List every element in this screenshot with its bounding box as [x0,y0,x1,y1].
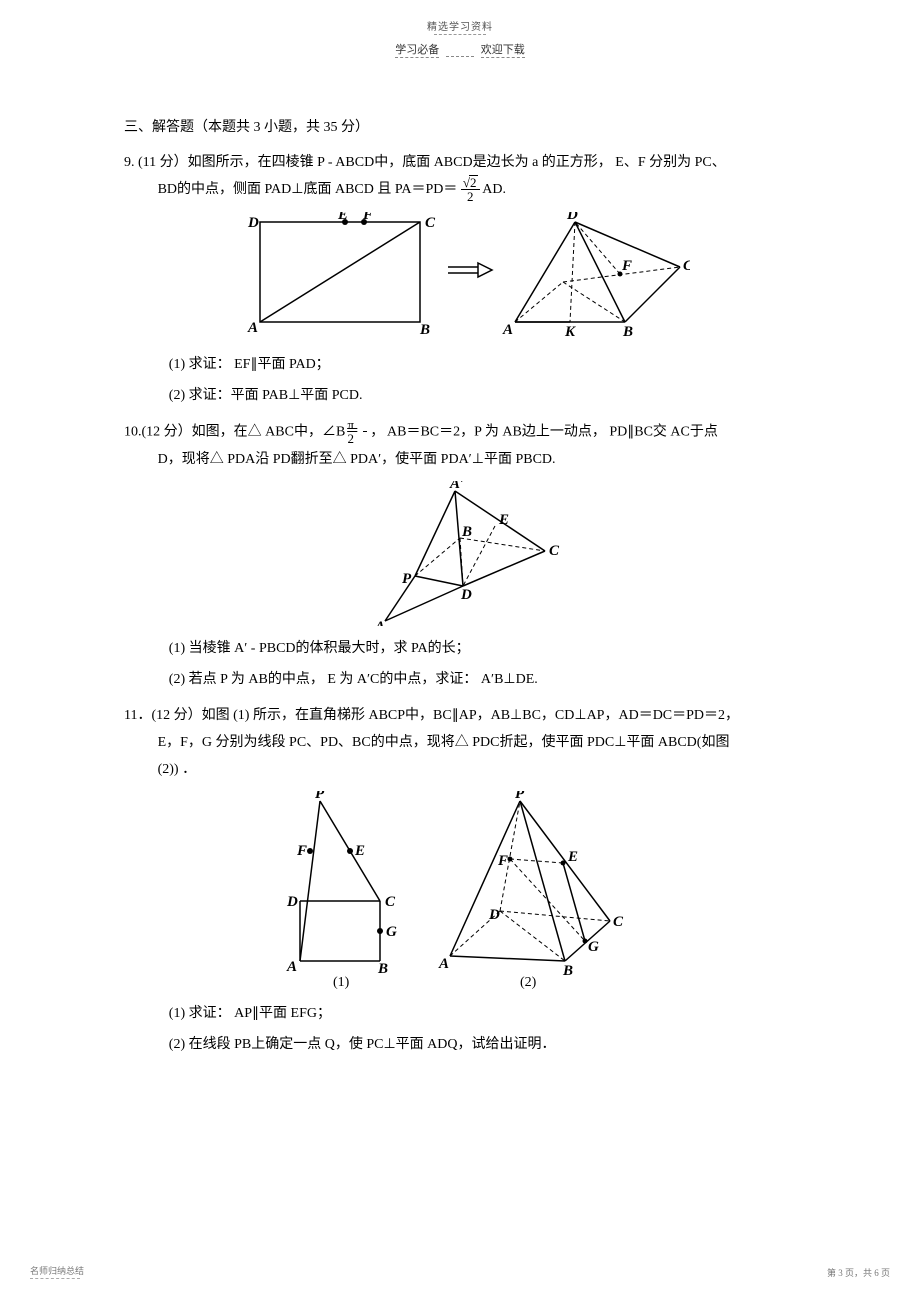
p10-num: π [363,418,367,432]
svg-text:F: F [296,843,307,859]
p11-svg: P F E D C G A B [270,791,650,991]
svg-text:D: D [286,894,298,910]
svg-text:B: B [622,324,633,340]
sub-header: 学习必备 欢迎下载 [0,41,920,57]
p10-figure: A′ E B C P D A [124,481,796,626]
p10-sub1: (1) 当棱锥 A′ - PBCD的体积最大时，求 PA的长； [169,636,796,663]
p9-subparts: (1) 求证： EF∥平面 PAD； (2) 求证：平面 PAB⊥平面 PCD. [124,352,796,409]
p11-cap2: (2) [520,975,537,990]
svg-text:A: A [374,619,385,626]
p10-den: 2 [363,432,367,445]
sub-gap [446,46,474,57]
svg-text:C: C [549,543,560,559]
svg-text:P: P [515,791,525,802]
svg-text:A: A [286,959,297,975]
p9-line1: 9. (11 分）如图所示，在四棱锥 P - ABCD中，底面 ABCD是边长为… [124,150,796,177]
p10-line1: 10.(12 分）如图，在△ ABC中，∠B＝ π 2 ， AB＝BC＝2，P … [124,419,796,446]
svg-text:A: A [247,320,258,336]
p9-fraction: 2 2 [461,175,480,203]
svg-text:D: D [566,212,578,223]
page-content: 三、解答题（本题共 3 小题，共 35 分） 9. (11 分）如图所示，在四棱… [124,115,796,1058]
problem-9: 9. (11 分）如图所示，在四棱锥 P - ABCD中，底面 ABCD是边长为… [124,150,796,410]
p9-sqrt: 2 [463,175,478,189]
sub-left: 学习必备 [395,44,439,58]
problem-11: 11．(12 分）如图 (1) 所示，在直角梯形 ABCP中，BC∥AP，AB⊥… [124,703,796,1058]
svg-text:P: P [315,791,325,802]
header-dash [434,34,486,35]
p9-frac-num: 2 [461,175,480,190]
header-title: 精选学习资料 [0,18,920,33]
svg-text:C: C [613,914,624,930]
p9-line2-tail: AD. [482,182,506,197]
svg-text:A: A [502,322,513,338]
p11-line2: E，F，G 分别为线段 PC、PD、BC的中点，现将△ PDC折起，使平面 PD… [124,730,796,757]
svg-text:D: D [460,587,472,603]
p9-sub2: (2) 求证：平面 PAB⊥平面 PCD. [169,383,796,410]
p9-sub1: (1) 求证： EF∥平面 PAD； [169,352,796,379]
svg-text:K: K [564,324,576,340]
p11-subparts: (1) 求证： AP∥平面 EFG； (2) 在线段 PB上确定一点 Q，使 P… [124,1001,796,1058]
p10-line1a: 10.(12 分）如图，在△ ABC中，∠B＝ [124,425,359,440]
svg-text:E: E [337,212,348,223]
svg-text:B: B [377,961,388,977]
p9-line2: BD的中点，侧面 PAD⊥底面 ABCD 且 PA＝PD＝ 2 2 AD. [124,176,796,204]
footer-left-text: 名师归纳总结 [30,1266,84,1276]
svg-text:F: F [497,853,508,869]
p9-line2-text: BD的中点，侧面 PAD⊥底面 ABCD 且 PA＝PD＝ [158,182,458,197]
p10-line1b: ， AB＝BC＝2，P 为 AB边上一动点， PD∥BC交 AC于点 [370,425,718,440]
p10-line2: D，现将△ PDA沿 PD翻折至△ PDA′，使平面 PDA′⊥平面 PBCD. [124,447,796,474]
svg-text:B: B [461,524,472,540]
svg-text:C: C [683,258,690,274]
top-header: 精选学习资料 [0,0,920,35]
p11-sub1: (1) 求证： AP∥平面 EFG； [169,1001,796,1028]
section-title: 三、解答题（本题共 3 小题，共 35 分） [124,115,796,142]
problem-10: 10.(12 分）如图，在△ ABC中，∠B＝ π 2 ， AB＝BC＝2，P … [124,419,796,693]
p10-svg: A′ E B C P D A [345,481,575,626]
svg-text:E: E [354,843,365,859]
footer-right: 第 3 页，共 6 页 [827,1266,890,1279]
svg-text:B: B [419,322,430,338]
svg-text:G: G [588,939,599,955]
svg-text:E: E [567,849,578,865]
p10-sub2: (2) 若点 P 为 AB的中点， E 为 A′C的中点，求证： A′B⊥DE. [169,667,796,694]
svg-text:D: D [488,907,500,923]
svg-text:A′: A′ [449,481,464,492]
svg-text:A: A [438,956,449,972]
p11-line3: (2)) ． [124,757,796,784]
p9-svg: D E F C A B [230,212,690,342]
p9-figure: D E F C A B [124,212,796,342]
svg-text:P: P [402,571,412,587]
sub-right: 欢迎下载 [481,44,525,58]
svg-text:F: F [621,258,632,274]
svg-text:D: D [247,215,259,231]
svg-text:G: G [386,924,397,940]
p11-line1: 11．(12 分）如图 (1) 所示，在直角梯形 ABCP中，BC∥AP，AB⊥… [124,703,796,730]
svg-text:F: F [362,212,373,223]
svg-text:E: E [498,512,509,528]
p10-subparts: (1) 当棱锥 A′ - PBCD的体积最大时，求 PA的长； (2) 若点 P… [124,636,796,693]
p11-sub2: (2) 在线段 PB上确定一点 Q，使 PC⊥平面 ADQ，试给出证明． [169,1032,796,1059]
p11-cap1: (1) [333,975,350,990]
p9-frac-den: 2 [461,190,480,203]
footer-dash [30,1278,80,1279]
svg-text:C: C [385,894,396,910]
footer-left: 名师归纳总结 [30,1264,84,1279]
svg-text:B: B [562,963,573,979]
svg-text:C: C [425,215,436,231]
p11-figure: P F E D C G A B [124,791,796,991]
p10-fraction: π 2 [363,418,367,445]
